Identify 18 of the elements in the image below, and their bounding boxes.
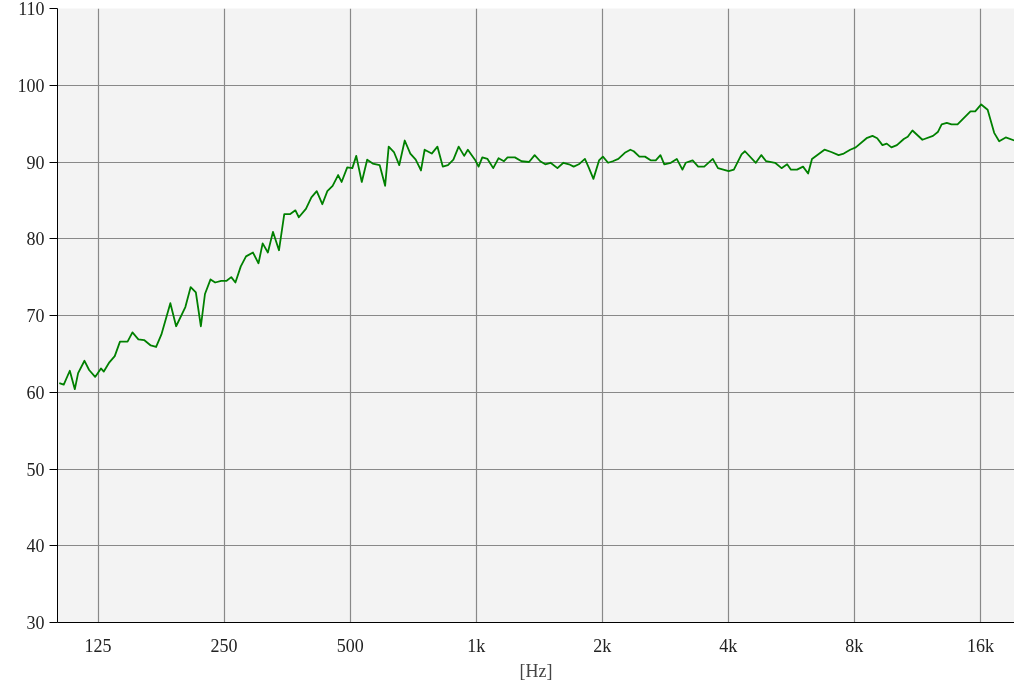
y-tick-label: 90 — [26, 152, 45, 173]
y-tick-label: 60 — [26, 382, 45, 403]
x-axis-title: [Hz] — [519, 660, 553, 681]
x-tick-label: 16k — [966, 635, 994, 656]
y-tick-label: 40 — [26, 536, 45, 557]
y-tick-label: 30 — [26, 613, 45, 633]
y-tick-label: 70 — [26, 306, 45, 326]
y-tick-label: 50 — [26, 459, 45, 480]
x-tick-label: 2k — [593, 635, 612, 656]
y-tick-label: 80 — [26, 229, 45, 250]
x-tick-label: 1k — [467, 635, 486, 656]
x-tick-label: 500 — [336, 635, 364, 656]
x-tick-label: 125 — [84, 635, 112, 656]
x-tick-label: 8k — [845, 635, 864, 656]
y-tick-label: 100 — [17, 75, 45, 96]
y-tick-label: 110 — [18, 0, 45, 19]
x-tick-label: 250 — [210, 635, 238, 656]
x-tick-label: 4k — [719, 635, 738, 656]
